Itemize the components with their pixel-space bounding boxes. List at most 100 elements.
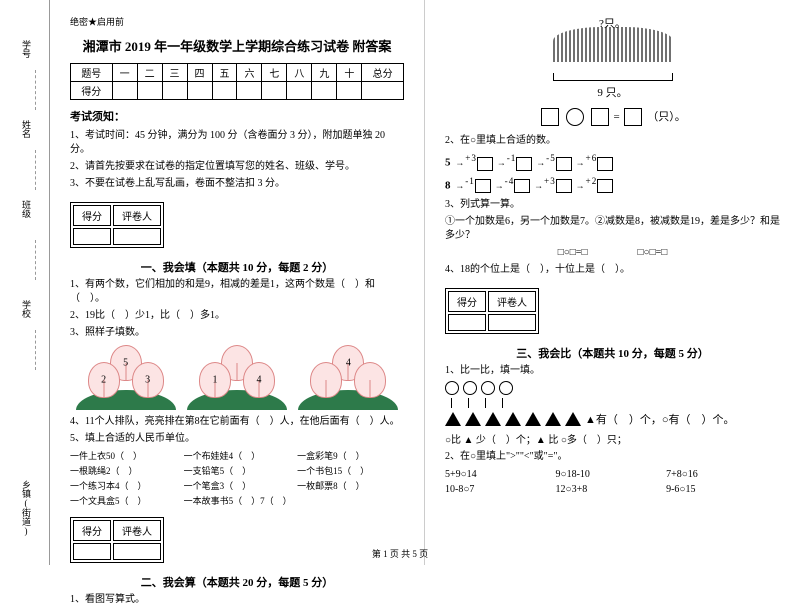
exam-page: 学号 姓名 班级 学校 乡镇(街道) 绝密★启用前 湘潭市 2019 年一年级数… bbox=[0, 0, 800, 565]
td bbox=[212, 82, 237, 100]
question: 5、填上合适的人民币单位。 bbox=[70, 432, 404, 446]
td bbox=[287, 82, 312, 100]
peach-group: 1 4 bbox=[187, 345, 287, 410]
op: +3 bbox=[544, 176, 556, 186]
notice-title: 考试须知： bbox=[70, 108, 404, 124]
td: 评卷人 bbox=[488, 291, 536, 312]
th: 六 bbox=[237, 64, 262, 82]
num: 3 bbox=[145, 375, 150, 386]
box-icon bbox=[475, 179, 491, 193]
peach-diagram: 5 2 3 1 4 4 bbox=[70, 345, 404, 410]
td: 得分 bbox=[71, 82, 113, 100]
binding-line bbox=[35, 330, 36, 370]
arrow-icon: → bbox=[534, 180, 544, 190]
th: 题号 bbox=[71, 64, 113, 82]
th: 二 bbox=[137, 64, 162, 82]
leaf-icon bbox=[76, 390, 176, 410]
item: 一枚邮票8（ ） bbox=[297, 479, 404, 492]
compare: 7+8○16 bbox=[666, 469, 777, 480]
question: 2、在○里填上">""<"或"="。 bbox=[445, 450, 780, 464]
shape-text: ▲有（ ）个，○有（ ）个。 bbox=[585, 411, 735, 427]
question: 4、18的个位上是（ ），十位上是（ ）。 bbox=[445, 263, 780, 277]
question: 1、有两个数，它们相加的和是9，相减的差是1，这两个数是（ ）和（ ）。 bbox=[70, 278, 404, 306]
circle-icon bbox=[566, 108, 584, 126]
notice: 2、请首先按要求在试卷的指定位置填写您的姓名、班级、学号。 bbox=[70, 160, 404, 174]
circle-icon bbox=[481, 381, 495, 395]
triangle-icon bbox=[525, 412, 541, 426]
binding-label: 姓名 bbox=[20, 120, 33, 138]
td bbox=[337, 82, 362, 100]
item-row: 一根跳绳2（ ）一支铅笔5（ ）一个书包15（ ） bbox=[70, 464, 404, 477]
td bbox=[113, 543, 161, 560]
binding-line bbox=[35, 150, 36, 190]
question: 2、在○里填上合适的数。 bbox=[445, 134, 780, 148]
notice: 3、不要在试卷上乱写乱画，卷面不整洁扣 3 分。 bbox=[70, 177, 404, 191]
exam-title: 湘潭市 2019 年一年级数学上学期综合练习试卷 附答案 bbox=[70, 36, 404, 55]
right-column: ?只。 9 只。 = （只）。 2、在○里填上合适的数。 5 →+3 →-1 →… bbox=[425, 0, 800, 565]
td bbox=[162, 82, 187, 100]
td bbox=[113, 228, 161, 245]
arrow-chain: 8 →-1 →-4 →+3 →+2 bbox=[445, 176, 780, 193]
td bbox=[488, 314, 536, 331]
num: 2 bbox=[101, 375, 106, 386]
rabbit-cluster-icon bbox=[553, 27, 673, 62]
triangle-icon bbox=[545, 412, 561, 426]
td bbox=[137, 82, 162, 100]
td bbox=[237, 82, 262, 100]
notice: 1、考试时间：45 分钟，满分为 100 分（含卷面分 3 分），附加题单独 2… bbox=[70, 129, 404, 157]
triangle-icon bbox=[465, 412, 481, 426]
equation-boxes: = （只）。 bbox=[445, 108, 780, 126]
box-icon bbox=[477, 157, 493, 171]
td: 评卷人 bbox=[113, 520, 161, 541]
line-icon bbox=[451, 398, 452, 408]
td: 评卷人 bbox=[113, 205, 161, 226]
num: 1 bbox=[212, 375, 217, 386]
td bbox=[312, 82, 337, 100]
box-icon bbox=[556, 179, 572, 193]
question: 3、照样子填数。 bbox=[70, 326, 404, 340]
circle-icon bbox=[463, 381, 477, 395]
bracket-label: 9 只。 bbox=[445, 84, 780, 100]
compare: 9○18-10 bbox=[556, 469, 667, 480]
item: 一件上衣50（ ） bbox=[70, 449, 177, 462]
shapes-row bbox=[445, 398, 780, 408]
th: 总分 bbox=[362, 64, 404, 82]
td bbox=[362, 82, 404, 100]
item: 一个笔盒3（ ） bbox=[184, 479, 291, 492]
num: 5 bbox=[445, 157, 452, 169]
binding-line bbox=[35, 70, 36, 110]
rabbit-image: ?只。 bbox=[553, 15, 673, 70]
question: 4、11个人排队，亮亮排在第8在它前面有（ ）人，在他后面有（ ）人。 bbox=[70, 415, 404, 429]
op: -1 bbox=[507, 153, 517, 163]
grader-box: 得分评卷人 bbox=[70, 517, 164, 563]
td bbox=[73, 543, 111, 560]
suffix: （只）。 bbox=[647, 111, 686, 123]
question: 3、列式算一算。 bbox=[445, 198, 780, 212]
op: -1 bbox=[465, 176, 475, 186]
num: 8 bbox=[445, 179, 452, 191]
binding-label: 班级 bbox=[20, 200, 33, 218]
th: 三 bbox=[162, 64, 187, 82]
item bbox=[297, 494, 404, 507]
peach-icon bbox=[354, 362, 386, 398]
question: 1、比一比，填一填。 bbox=[445, 364, 780, 378]
page-footer: 第 1 页 共 5 页 bbox=[372, 547, 428, 560]
peach-group: 5 2 3 bbox=[76, 345, 176, 410]
binding-label: 学校 bbox=[20, 300, 33, 318]
arrow-icon: → bbox=[455, 180, 465, 190]
compare-text: ○比 ▲ 少（ ）个；▲ 比 ○多（ ）只； bbox=[445, 431, 780, 446]
arrow-icon: → bbox=[497, 158, 507, 168]
left-column: 绝密★启用前 湘潭市 2019 年一年级数学上学期综合练习试卷 附答案 题号 一… bbox=[50, 0, 425, 565]
num: 4 bbox=[346, 358, 351, 369]
th: 八 bbox=[287, 64, 312, 82]
op: -5 bbox=[546, 153, 556, 163]
grader-box: 得分评卷人 bbox=[70, 202, 164, 248]
rabbit-diagram: ?只。 9 只。 bbox=[445, 15, 780, 100]
table-row: 得分 bbox=[71, 82, 404, 100]
item: 一个书包15（ ） bbox=[297, 464, 404, 477]
eq-template: □○□=□ □○□=□ bbox=[445, 246, 780, 260]
box-icon bbox=[556, 157, 572, 171]
td bbox=[448, 314, 486, 331]
shapes-row: ▲有（ ）个，○有（ ）个。 bbox=[445, 411, 780, 427]
op: +3 bbox=[465, 153, 477, 163]
